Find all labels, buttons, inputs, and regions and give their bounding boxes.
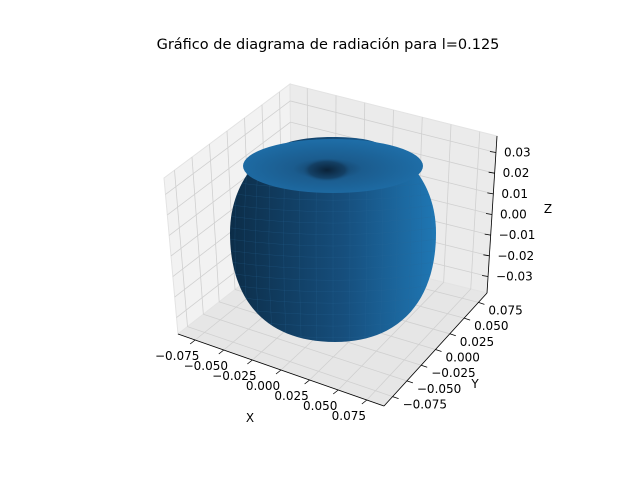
x-tick-mark [332,389,339,395]
z-axis-label: Z [544,202,552,216]
z-tick-label: 0.01 [501,187,528,201]
z-tick-label: 0.02 [503,166,530,180]
z-tick-label: 0.00 [500,208,527,222]
y-tick-mark [463,317,471,321]
z-ticks: −0.03 −0.02 −0.01 0.00 0.01 0.02 0.03 [481,146,536,283]
y-tick-mark [421,364,428,368]
x-axis-label: X [246,411,254,425]
x-tick-label: 0.025 [274,389,308,403]
grid-line [167,121,291,216]
z-tick-mark [487,192,494,195]
z-tick-mark [489,151,497,153]
y-tick-mark [392,396,399,399]
x-tick-mark [275,369,282,375]
x-tick-mark [361,399,368,405]
z-tick-label: −0.03 [496,269,533,283]
z-tick-mark [488,171,495,174]
z-tick-mark [485,213,493,215]
mesh-line [230,192,436,201]
x-tick-label: −0.075 [155,349,199,363]
mesh-line [230,250,436,258]
z-tick-label: −0.02 [497,249,534,263]
x-tick-label: −0.025 [212,369,256,383]
mesh-line [230,227,436,235]
grid-line [290,100,497,153]
z-tick-mark [481,275,489,277]
y-tick-label: 0.000 [446,351,480,365]
grid-line [187,326,393,397]
chart-title: Gráfico de diagrama de radiación para l=… [157,37,500,53]
y-tick-label: −0.050 [417,382,461,396]
x-tick-label: 0.050 [303,399,337,413]
y-tick-label: 0.075 [488,303,522,317]
mesh-line [230,273,436,281]
radiation-surface [230,136,436,342]
z-tick-label: 0.03 [504,146,531,160]
mesh-line [230,295,436,304]
mesh-line [230,204,436,212]
x-tick-label: 0.075 [332,409,366,423]
x-tick-mark [304,379,310,385]
mesh-line [230,238,436,247]
y-axis-label: Y [470,377,479,391]
y-tick-label: −0.025 [431,366,475,380]
x-tick-mark [247,359,253,365]
y-tick-label: −0.075 [403,398,447,412]
grid-line [203,313,408,382]
y-tick-label: 0.050 [474,319,508,333]
x-tick-mark [218,349,225,355]
y-tick-label: 0.025 [460,335,494,349]
y-tick-mark [435,349,442,352]
z-tick-mark [483,254,490,257]
y-tick-mark [449,333,456,337]
y-tick-mark [406,380,414,384]
grid-line [165,100,291,195]
x-tick-label: −0.050 [184,359,228,373]
mesh-line [230,261,436,270]
z-tick-mark [484,233,491,236]
mesh-line [230,284,436,292]
x-tick-mark [189,339,196,345]
y-tick-mark [478,302,485,305]
z-tick-label: −0.01 [499,228,536,242]
mesh-line [230,215,436,224]
x-tick-label: 0.000 [246,379,280,393]
